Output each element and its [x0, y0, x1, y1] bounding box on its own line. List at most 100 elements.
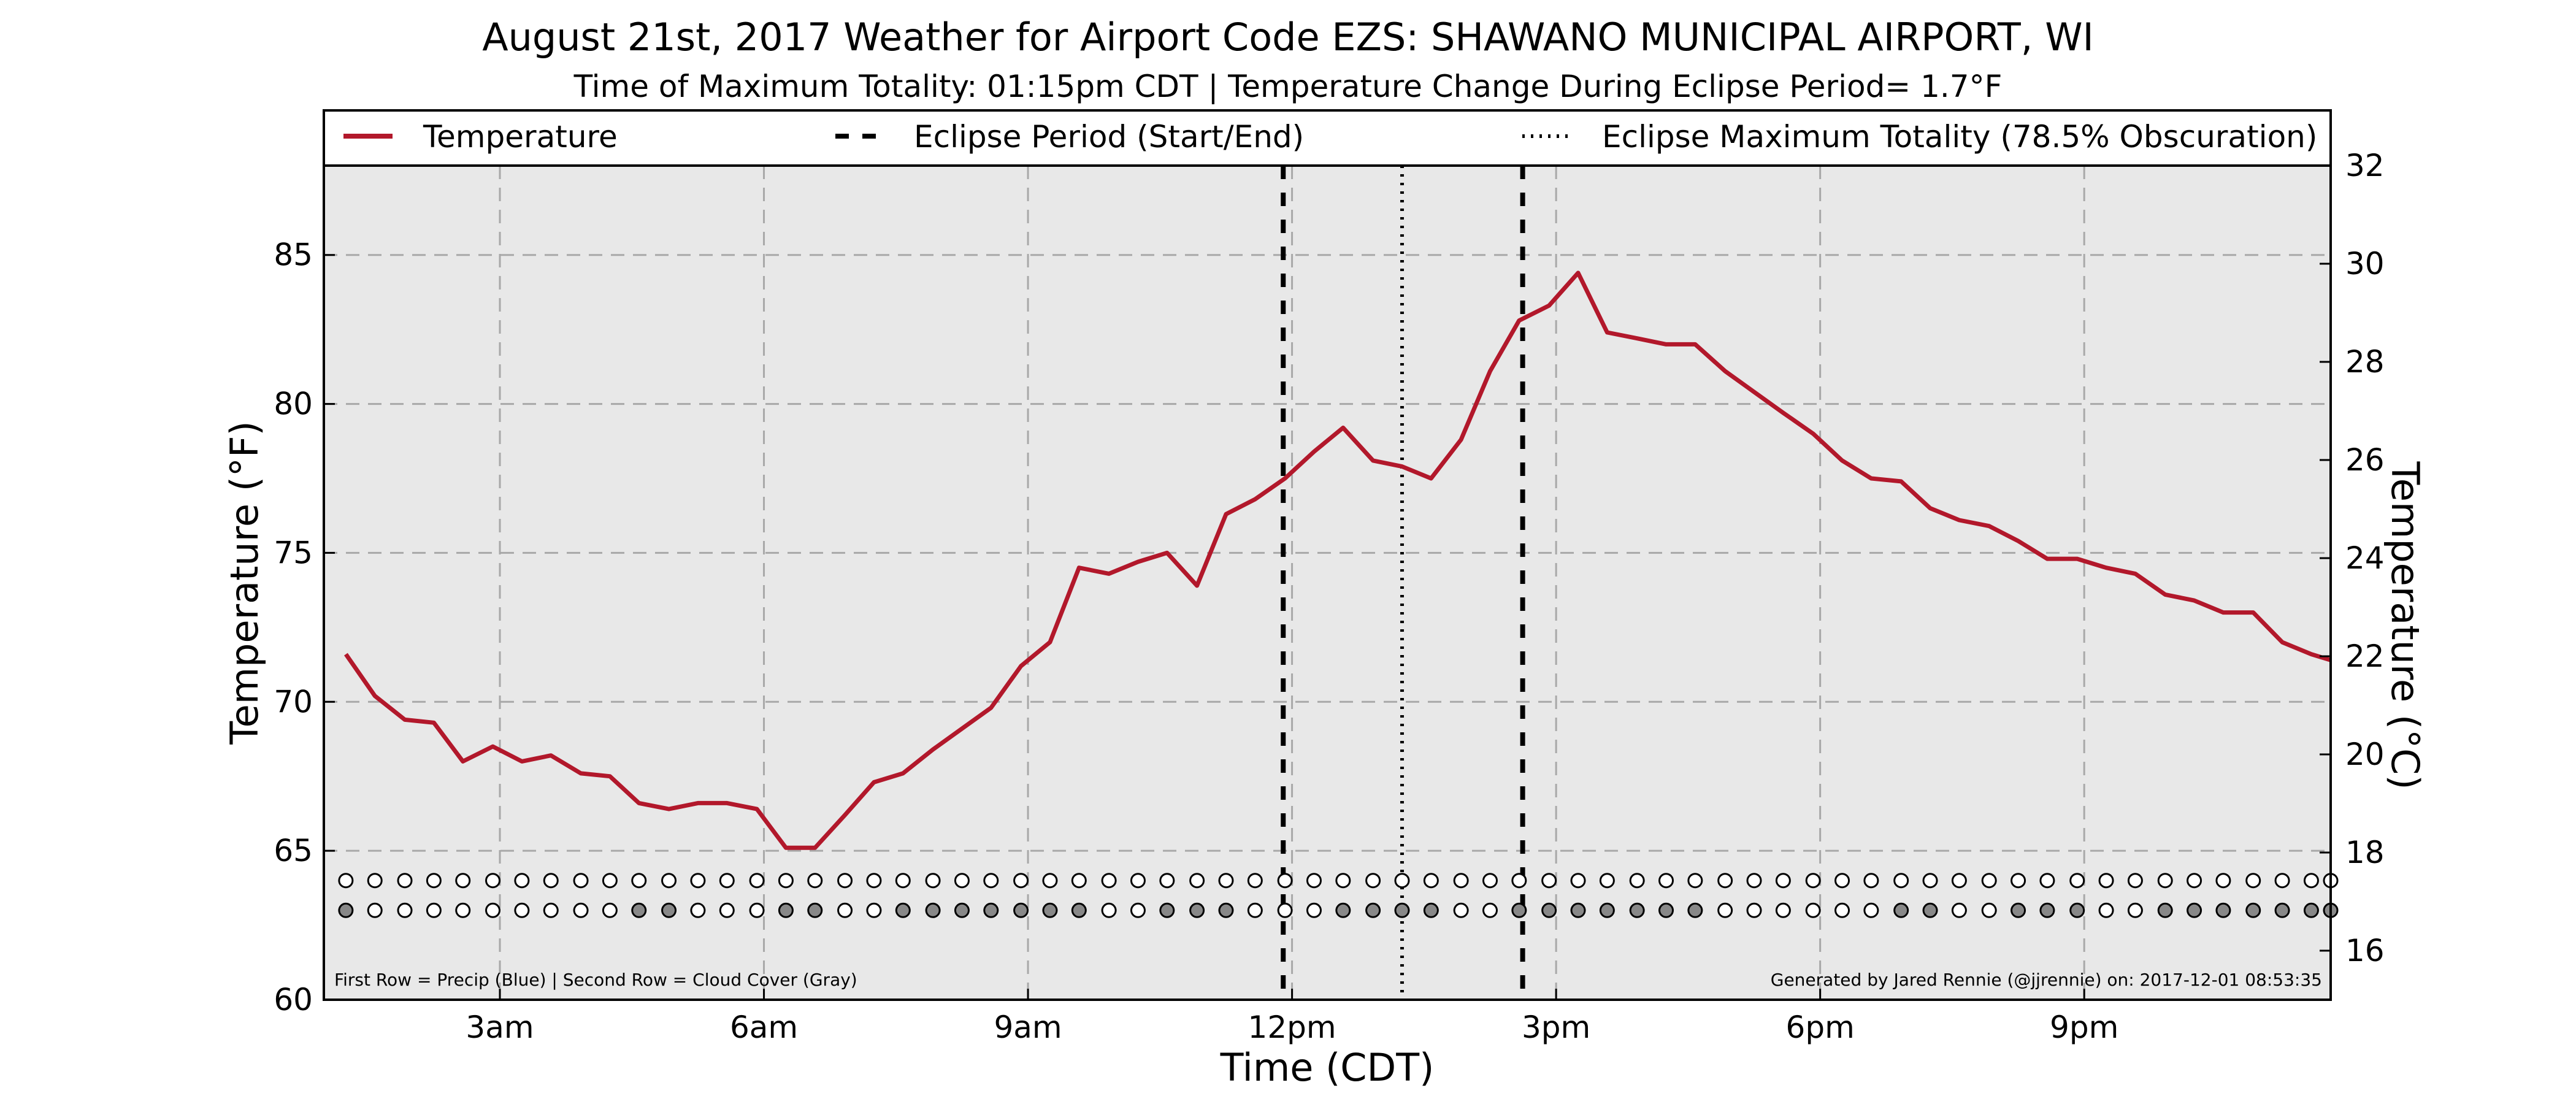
- y-right-tick-label: 20: [2345, 737, 2385, 772]
- cloud-cover-marker: [455, 902, 471, 918]
- cloud-cover-marker: [661, 902, 677, 918]
- legend: Temperature Eclipse Period (Start/End) E…: [323, 109, 2332, 167]
- cloud-cover-marker: [866, 902, 882, 918]
- y-right-tick-label: 18: [2345, 835, 2385, 870]
- precip-marker: [1658, 873, 1674, 889]
- row-note: First Row = Precip (Blue) | Second Row =…: [334, 970, 857, 990]
- cloud-cover-marker: [2127, 902, 2143, 918]
- precip-marker: [1541, 873, 1557, 889]
- precip-marker: [2069, 873, 2085, 889]
- precip-marker: [1423, 873, 1439, 889]
- precip-marker: [837, 873, 853, 889]
- cloud-cover-marker: [1218, 902, 1234, 918]
- y-axis-right-label: Temperature (°C): [2383, 461, 2428, 789]
- cloud-cover-marker: [338, 902, 354, 918]
- precip-marker: [1013, 873, 1029, 889]
- cloud-cover-marker: [1189, 902, 1205, 918]
- cloud-cover-marker: [2098, 902, 2114, 918]
- precip-marker: [2187, 873, 2202, 889]
- cloud-cover-marker: [397, 902, 413, 918]
- cloud-cover-marker: [925, 902, 941, 918]
- cloud-cover-marker: [983, 902, 999, 918]
- cloud-cover-marker: [1511, 902, 1527, 918]
- cloud-cover-marker: [1981, 902, 1997, 918]
- cloud-cover-marker: [573, 902, 589, 918]
- precip-marker: [1042, 873, 1058, 889]
- cloud-cover-marker: [2303, 902, 2319, 918]
- y-axis-right-ticks: 16 18 20 22 24 26 28 30 32: [2320, 148, 2385, 968]
- legend-temperature-label: Temperature: [423, 119, 618, 155]
- y-right-tick-label: 28: [2345, 344, 2385, 380]
- cloud-cover-marker: [1863, 902, 1879, 918]
- cloud-cover-marker: [1775, 902, 1791, 918]
- precip-marker: [2303, 873, 2319, 889]
- cloud-cover-marker: [543, 902, 559, 918]
- precip-marker: [1570, 873, 1586, 889]
- cloud-cover-marker: [1101, 902, 1117, 918]
- cloud-cover-marker: [954, 902, 970, 918]
- precip-marker: [455, 873, 471, 889]
- cloud-cover-marker: [1629, 902, 1645, 918]
- legend-eclipse-max-label: Eclipse Maximum Totality (78.5% Obscurat…: [1602, 119, 2317, 155]
- precip-marker: [2039, 873, 2055, 889]
- precip-marker: [1218, 873, 1234, 889]
- precip-marker: [1453, 873, 1469, 889]
- precip-marker: [1629, 873, 1645, 889]
- precip-marker: [661, 873, 677, 889]
- precip-marker: [1805, 873, 1821, 889]
- precip-marker: [1599, 873, 1615, 889]
- precip-marker: [866, 873, 882, 889]
- cloud-cover-marker: [1013, 902, 1029, 918]
- cloud-cover-marker: [1570, 902, 1586, 918]
- precip-marker: [1189, 873, 1205, 889]
- cloud-cover-marker: [837, 902, 853, 918]
- precip-marker: [1834, 873, 1850, 889]
- precip-marker: [2098, 873, 2114, 889]
- precip-marker: [1511, 873, 1527, 889]
- legend-box: [323, 109, 2332, 167]
- precip-marker: [1130, 873, 1146, 889]
- precip-marker: [1775, 873, 1791, 889]
- series-layer: [344, 270, 2332, 850]
- precip-marker: [426, 873, 442, 889]
- precip-marker: [2215, 873, 2231, 889]
- precip-marker: [573, 873, 589, 889]
- cloud-cover-marker: [1365, 902, 1381, 918]
- eclipse-lines: [1281, 166, 1525, 1000]
- y-tick-label: 85: [274, 237, 313, 273]
- cloud-cover-marker: [719, 902, 735, 918]
- precip-marker: [1717, 873, 1733, 889]
- precip-marker: [1746, 873, 1762, 889]
- cloud-cover-marker: [631, 902, 647, 918]
- cloud-cover-marker: [749, 902, 765, 918]
- cloud-cover-marker: [1922, 902, 1938, 918]
- precip-cloud-rows: [338, 873, 2339, 918]
- cloud-cover-marker: [2187, 902, 2202, 918]
- x-tick-label: 3pm: [1522, 1010, 1590, 1045]
- cloud-cover-marker: [602, 902, 618, 918]
- precip-marker: [1247, 873, 1263, 889]
- cloud-cover-marker: [807, 902, 823, 918]
- cloud-cover-marker: [1687, 902, 1703, 918]
- precip-marker: [485, 873, 501, 889]
- chart-title: August 21st, 2017 Weather for Airport Co…: [482, 15, 2094, 59]
- cloud-cover-marker: [426, 902, 442, 918]
- precip-marker: [2274, 873, 2290, 889]
- cloud-cover-marker: [1042, 902, 1058, 918]
- precip-marker: [367, 873, 383, 889]
- precip-marker: [719, 873, 735, 889]
- precip-marker: [1863, 873, 1879, 889]
- y-right-tick-label: 24: [2345, 540, 2385, 576]
- precip-marker: [1394, 873, 1410, 889]
- y-tick-label: 75: [274, 535, 313, 570]
- precip-marker: [1893, 873, 1909, 889]
- precip-marker: [602, 873, 618, 889]
- cloud-cover-marker: [1658, 902, 1674, 918]
- precip-marker: [543, 873, 559, 889]
- precip-marker: [2127, 873, 2143, 889]
- x-tick-label: 3am: [466, 1010, 534, 1045]
- precip-marker: [1482, 873, 1498, 889]
- x-axis-label: Time (CDT): [1220, 1045, 1435, 1090]
- cloud-cover-marker: [1453, 902, 1469, 918]
- precip-marker: [1981, 873, 1997, 889]
